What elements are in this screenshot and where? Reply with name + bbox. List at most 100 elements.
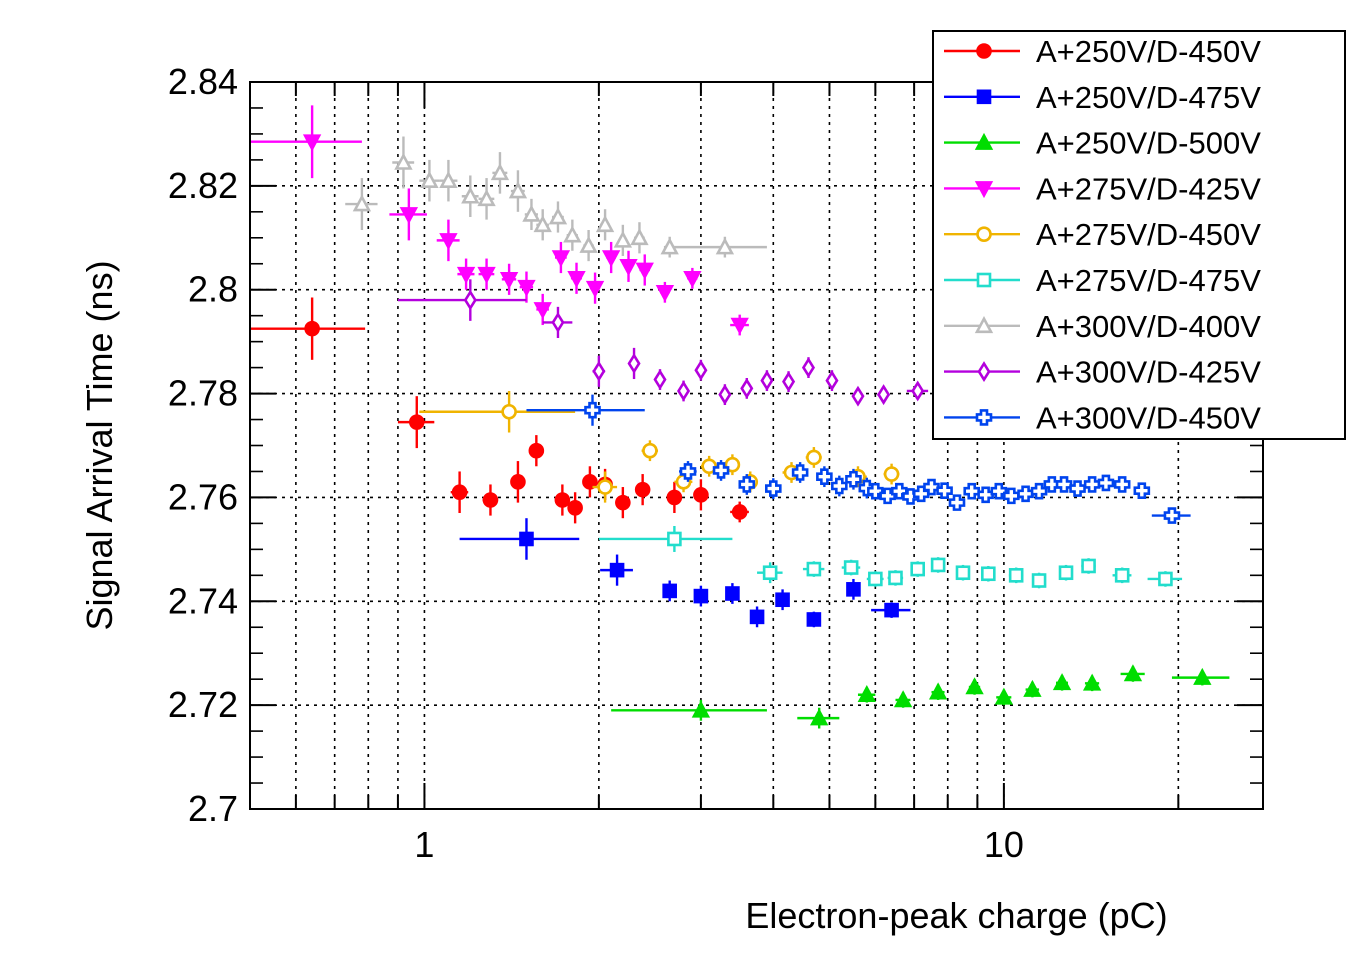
legend-entry: A+275V/D-450V xyxy=(944,217,1261,252)
y-tick-label: 2.84 xyxy=(168,61,238,102)
legend-label: A+300V/D-450V xyxy=(1036,400,1261,435)
data-point xyxy=(627,353,641,374)
data-point xyxy=(765,480,782,497)
y-tick-label: 2.7 xyxy=(188,788,238,829)
legend-entry: A+275V/D-425V xyxy=(944,171,1261,206)
plot-frame xyxy=(249,81,1264,810)
data-point xyxy=(1123,664,1143,682)
data-point xyxy=(563,225,582,243)
data-point xyxy=(582,474,598,490)
data-point xyxy=(408,414,425,430)
data-point xyxy=(738,476,756,493)
data-point xyxy=(857,685,876,703)
data-point xyxy=(868,571,883,587)
data-point xyxy=(677,380,691,402)
data-point xyxy=(579,235,598,253)
legend-label: A+300V/D-400V xyxy=(1036,309,1261,344)
data-point xyxy=(1003,487,1020,505)
series-1 xyxy=(459,518,911,628)
data-point xyxy=(655,285,675,303)
data-point xyxy=(712,462,730,479)
data-point xyxy=(730,317,749,335)
series-8 xyxy=(526,394,1191,524)
data-point xyxy=(499,272,519,290)
data-point xyxy=(846,582,861,597)
data-point xyxy=(533,215,552,233)
legend-label: A+275V/D-475V xyxy=(1036,263,1261,298)
data-point xyxy=(662,583,677,599)
data-point xyxy=(1031,573,1047,588)
data-point xyxy=(816,468,833,485)
data-point xyxy=(1008,568,1024,583)
data-point xyxy=(548,207,568,225)
data-point xyxy=(831,477,848,495)
data-point xyxy=(911,380,925,402)
data-point xyxy=(451,484,468,501)
data-point xyxy=(1133,482,1151,499)
x-tick-label: 10 xyxy=(984,824,1024,865)
data-point xyxy=(1113,476,1131,493)
data-point xyxy=(394,152,413,170)
data-point xyxy=(981,566,996,582)
data-point xyxy=(965,677,984,695)
legend-label: A+250V/D-450V xyxy=(1036,34,1261,69)
legend-marker xyxy=(977,361,991,383)
data-point xyxy=(304,320,320,337)
data-point xyxy=(782,371,796,393)
data-point xyxy=(1081,558,1096,574)
data-point xyxy=(994,687,1014,705)
data-point xyxy=(1023,679,1042,697)
data-point xyxy=(851,385,865,407)
series-3 xyxy=(250,105,749,336)
data-point xyxy=(1097,474,1115,492)
data-point xyxy=(1058,565,1074,581)
legend-label: A+300V/D-425V xyxy=(1036,355,1261,390)
legend-entry: A+275V/D-475V xyxy=(944,263,1261,298)
legend-marker xyxy=(974,132,994,150)
data-point xyxy=(551,311,565,333)
data-point xyxy=(585,280,605,298)
legend-entry: A+300V/D-450V xyxy=(944,400,1261,435)
y-tick-label: 2.74 xyxy=(168,580,238,621)
data-point xyxy=(1163,507,1181,524)
data-point xyxy=(439,170,458,188)
data-point xyxy=(845,470,862,488)
data-point xyxy=(888,570,903,586)
data-point xyxy=(501,403,517,420)
data-point xyxy=(601,250,621,268)
y-tick-label: 2.8 xyxy=(188,269,238,310)
data-point xyxy=(806,612,822,627)
data-point xyxy=(1114,568,1130,583)
data-point xyxy=(399,207,419,225)
data-point xyxy=(810,708,829,726)
data-point xyxy=(691,700,711,718)
data-point xyxy=(791,464,809,481)
data-point xyxy=(884,602,899,618)
data-point xyxy=(679,463,697,480)
data-point xyxy=(694,359,708,381)
legend-label: A+275V/D-450V xyxy=(1036,217,1261,252)
data-point xyxy=(592,360,606,382)
series-5 xyxy=(598,525,1183,589)
data-point xyxy=(630,228,649,246)
legend-entry: A+300V/D-400V xyxy=(944,309,1261,344)
data-point xyxy=(615,494,631,511)
data-point xyxy=(1043,476,1061,493)
data-point xyxy=(517,279,536,297)
data-point xyxy=(948,494,966,511)
data-point xyxy=(963,482,981,500)
data-point xyxy=(762,565,778,581)
data-point xyxy=(554,492,571,508)
data-point xyxy=(461,186,480,204)
data-point xyxy=(490,163,510,181)
data-point xyxy=(551,250,571,268)
x-tick-label: 1 xyxy=(414,824,434,865)
data-point xyxy=(936,482,953,499)
data-layer xyxy=(250,105,1230,729)
legend-entry: A+250V/D-475V xyxy=(944,80,1261,115)
data-point xyxy=(439,233,458,251)
data-point xyxy=(1030,482,1048,500)
data-point xyxy=(1158,571,1173,587)
data-point xyxy=(923,478,940,496)
data-point xyxy=(760,370,774,392)
